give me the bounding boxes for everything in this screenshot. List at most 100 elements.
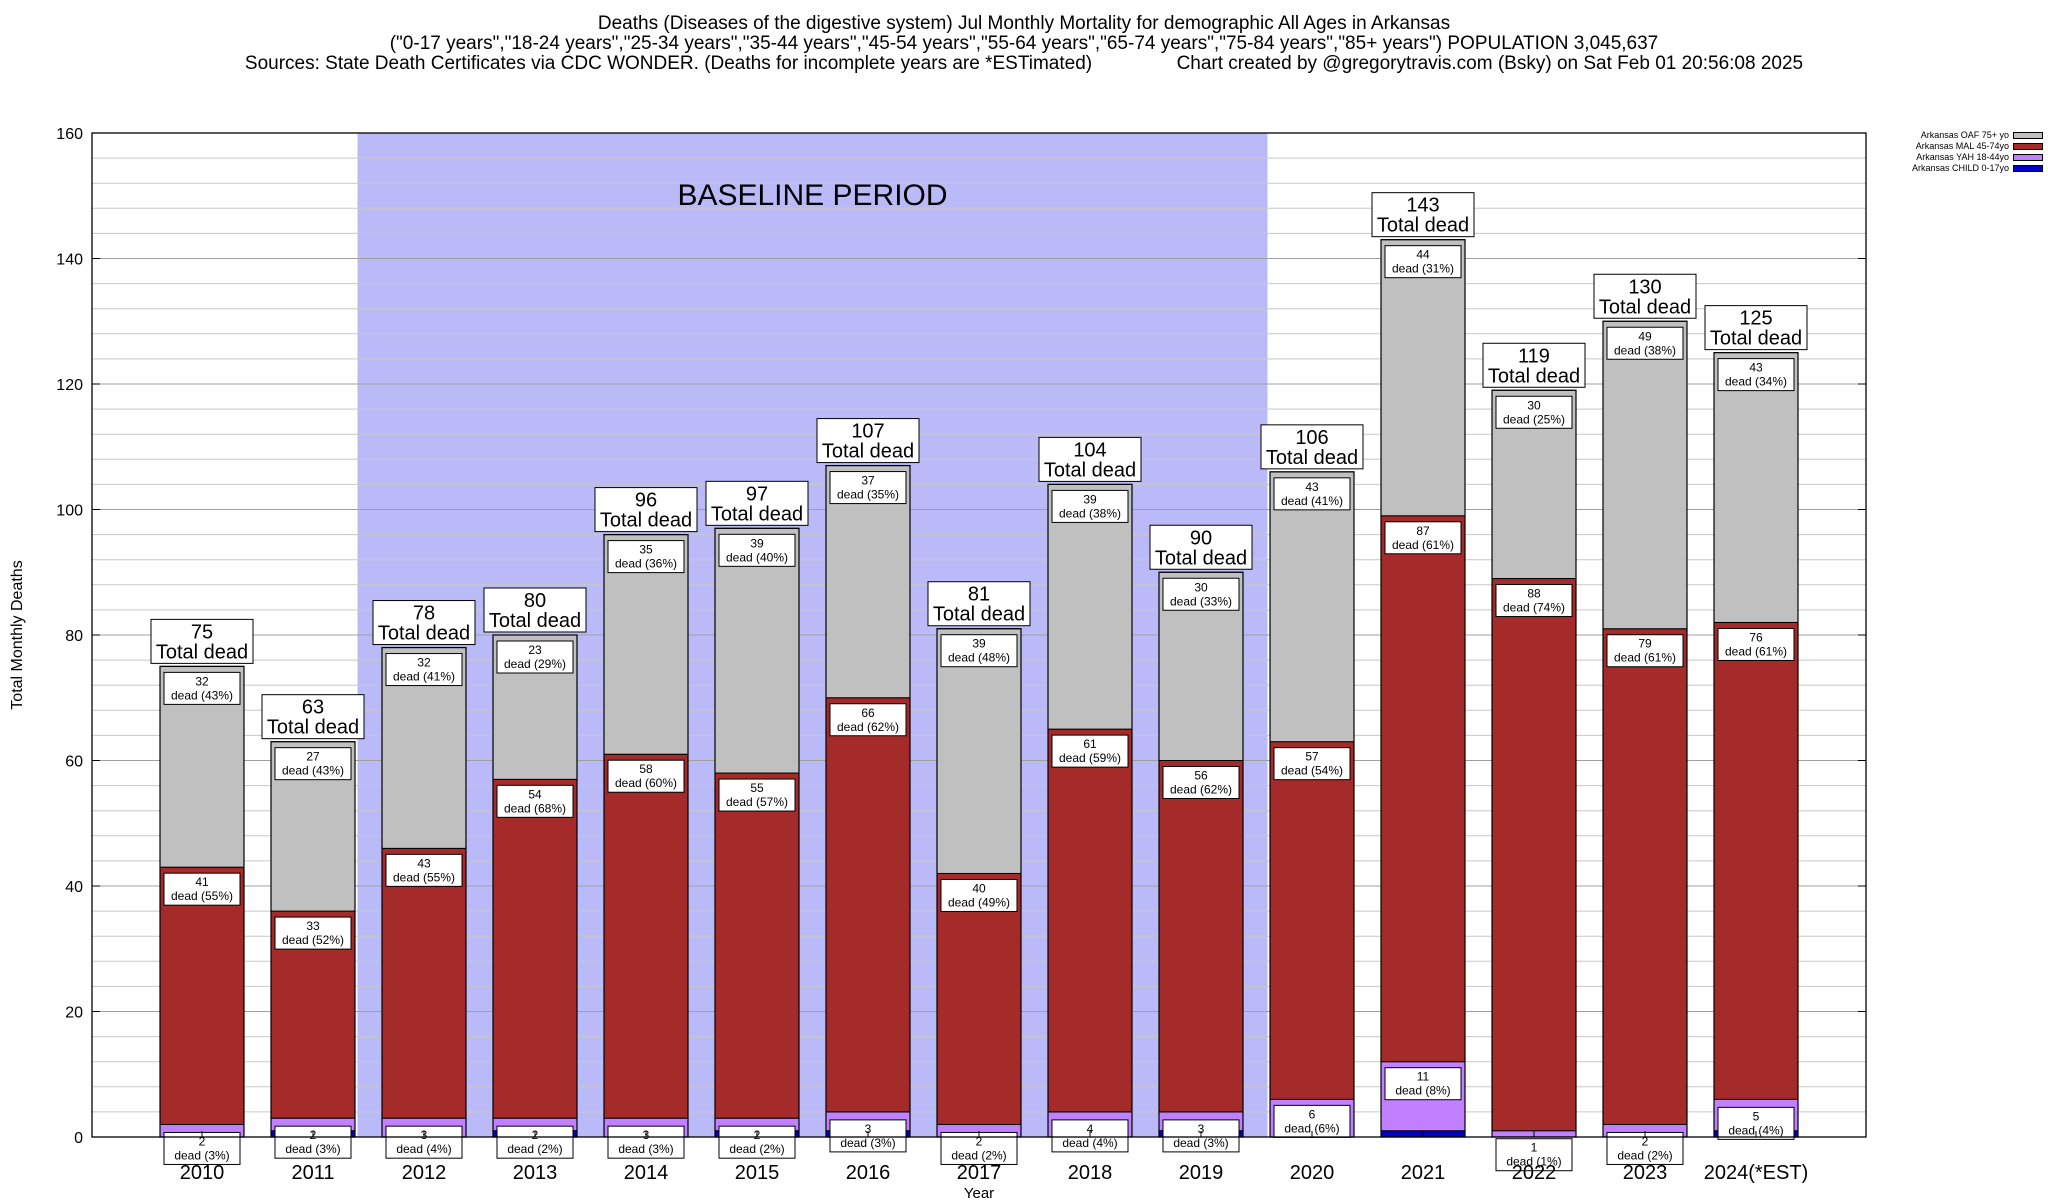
segment-value-label: 43 xyxy=(417,856,431,870)
total-label-box xyxy=(816,418,920,464)
segment-value-label: 1 xyxy=(1531,1141,1538,1155)
segment-percent-label: dead (8%) xyxy=(1395,1084,1450,1098)
segment-percent-label: dead (4%) xyxy=(1728,1123,1783,1137)
x-tick-label: 2019 xyxy=(1179,1162,1224,1184)
segment-percent-label: dead (2%) xyxy=(729,1142,784,1156)
y-tick-label: 80 xyxy=(65,628,83,645)
total-suffix-label: Total dead xyxy=(1155,547,1247,569)
segment-label-box xyxy=(940,878,1018,912)
bar-segment xyxy=(381,847,467,1119)
segment-label-box xyxy=(385,853,463,887)
segment-value-label: 79 xyxy=(1638,637,1652,651)
segment-percent-label: dead (61%) xyxy=(1725,644,1787,658)
segment-label-box xyxy=(1606,1131,1684,1165)
bar-segment xyxy=(936,872,1022,1125)
total-value-label: 80 xyxy=(524,590,546,612)
baseline-period-label: BASELINE PERIOD xyxy=(677,179,947,212)
segment-label-box xyxy=(607,759,685,793)
segment-percent-label: dead (49%) xyxy=(948,895,1010,909)
legend-entry: Arkansas CHILD 0-17yo xyxy=(1868,163,2043,174)
segment-percent-label: dead (43%) xyxy=(171,688,233,702)
total-suffix-label: Total dead xyxy=(378,623,470,645)
segment-value-label: 57 xyxy=(1305,750,1319,764)
x-tick-label: 2013 xyxy=(513,1162,558,1184)
bar-segment xyxy=(1158,760,1244,1113)
segment-percent-label: dead (61%) xyxy=(1392,538,1454,552)
total-value-label: 96 xyxy=(635,490,657,512)
segment-value-label: 40 xyxy=(972,881,986,895)
segment-percent-label: dead (36%) xyxy=(615,557,677,571)
segment-label-box xyxy=(1051,489,1129,523)
segment-value-label: 55 xyxy=(750,781,764,795)
segment-value-label: 49 xyxy=(1638,329,1652,343)
y-tick-label: 20 xyxy=(65,1005,83,1022)
segment-value-label: 39 xyxy=(972,637,986,651)
segment-percent-label: dead (3%) xyxy=(285,1142,340,1156)
bar-segment xyxy=(1491,578,1577,1132)
legend-swatch xyxy=(2013,154,2043,161)
total-label-box xyxy=(1038,436,1142,482)
legend-entry: Arkansas YAH 18-44yo xyxy=(1868,152,2043,163)
total-value-label: 106 xyxy=(1295,427,1328,449)
total-label-box xyxy=(1482,342,1586,388)
segment-label-box xyxy=(1384,245,1462,279)
bar-segment xyxy=(714,772,800,1119)
total-value-label: 104 xyxy=(1073,439,1106,461)
y-tick-label: 160 xyxy=(56,126,83,143)
bar-segment xyxy=(1269,741,1355,1100)
x-tick-label: 2023 xyxy=(1623,1162,1668,1184)
x-tick-label: 2015 xyxy=(735,1162,780,1184)
total-suffix-label: Total dead xyxy=(1599,296,1691,318)
legend-label: Arkansas MAL 45-74yo xyxy=(1915,141,2009,151)
chart-credit: Chart created by @gregorytravis.com (Bsk… xyxy=(1176,53,1804,74)
segment-value-label: 3 xyxy=(865,1122,872,1136)
segment-label-box xyxy=(718,533,796,567)
x-tick-label: 2010 xyxy=(180,1162,225,1184)
chart-title: Deaths (Diseases of the digestive system… xyxy=(597,13,1451,34)
segment-value-label: 39 xyxy=(750,536,764,550)
total-value-label: 119 xyxy=(1518,345,1550,367)
total-suffix-label: Total dead xyxy=(822,441,914,463)
plot-border xyxy=(91,132,1867,1138)
segment-percent-label: dead (48%) xyxy=(948,651,1010,665)
segment-label-box xyxy=(829,1119,907,1153)
total-suffix-label: Total dead xyxy=(489,610,581,632)
segment-percent-label: dead (34%) xyxy=(1725,375,1787,389)
x-tick-label: 2011 xyxy=(291,1162,334,1184)
segment-percent-label: dead (4%) xyxy=(1062,1136,1117,1150)
bar-segment xyxy=(1269,471,1355,743)
segment-label-box xyxy=(829,471,907,505)
total-value-label: 143 xyxy=(1406,195,1439,217)
segment-label-box xyxy=(1384,1067,1462,1101)
segment-label-box xyxy=(607,540,685,574)
legend-label: Arkansas YAH 18-44yo xyxy=(1916,152,2009,162)
segment-value-label: 87 xyxy=(1416,524,1430,538)
segment-value-label: 2 xyxy=(976,1134,983,1148)
segment-percent-label: dead (3%) xyxy=(840,1136,895,1150)
total-label-box xyxy=(927,581,1031,627)
segment-percent-label: dead (33%) xyxy=(1170,594,1232,608)
total-value-label: 75 xyxy=(191,621,213,643)
total-label-box xyxy=(594,487,698,533)
bar-segment xyxy=(1380,515,1466,1063)
segment-value-label: 30 xyxy=(1527,398,1541,412)
total-value-label: 81 xyxy=(968,584,990,606)
bar-segment xyxy=(1047,728,1133,1113)
segment-label-box xyxy=(163,872,241,906)
segment-label-box xyxy=(1495,1138,1573,1172)
